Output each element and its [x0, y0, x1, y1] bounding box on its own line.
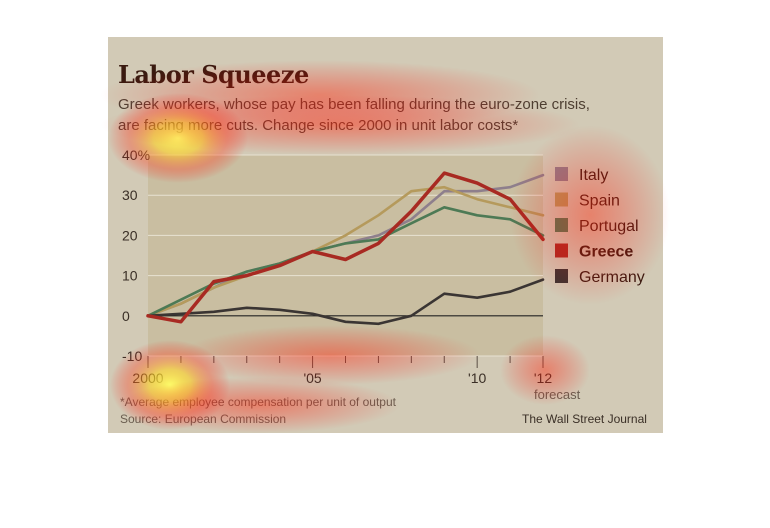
legend-label-portugal: Portugal: [579, 218, 639, 235]
series-line-greece: [146, 171, 545, 324]
legend-label-italy: Italy: [579, 167, 608, 184]
series-line-spain: [146, 185, 545, 318]
legend-swatch-portugal: [555, 218, 568, 232]
legend-label-spain: Spain: [579, 193, 620, 210]
x-axis: 2000 '05 '10 '12: [132, 356, 552, 386]
legend-swatch-germany: [555, 269, 568, 283]
x-tick-label: '05: [303, 370, 321, 386]
series-lines: [146, 171, 545, 326]
x-tick-label: '10: [468, 370, 486, 386]
x-tick-label: '12: [534, 370, 552, 386]
series-line-germany: [146, 278, 545, 326]
source-note: Source: European Commission: [120, 412, 287, 426]
y-tick-label: 30: [122, 187, 138, 203]
legend-label-germany: Germany: [579, 269, 645, 286]
legend-swatch-greece: [555, 243, 568, 258]
y-tick-label: 0: [122, 308, 130, 324]
y-axis: -10 0 10 20 30 40%: [122, 147, 150, 364]
footnote: *Average employee compensation per unit …: [120, 395, 396, 409]
y-tick-label: 40%: [122, 147, 150, 163]
y-tick-label: 10: [122, 268, 138, 284]
publisher-credit: The Wall Street Journal: [522, 412, 647, 426]
y-tick-label: 20: [122, 227, 138, 243]
x-tick-label: 2000: [132, 370, 163, 386]
forecast-label: forecast: [534, 387, 581, 402]
legend-swatch-spain: [555, 192, 568, 207]
y-tick-label: -10: [122, 348, 142, 364]
legend-label-greece: Greece: [579, 244, 633, 261]
legend: Italy Spain Portugal Greece Germany: [555, 167, 645, 286]
legend-swatch-italy: [555, 167, 568, 181]
